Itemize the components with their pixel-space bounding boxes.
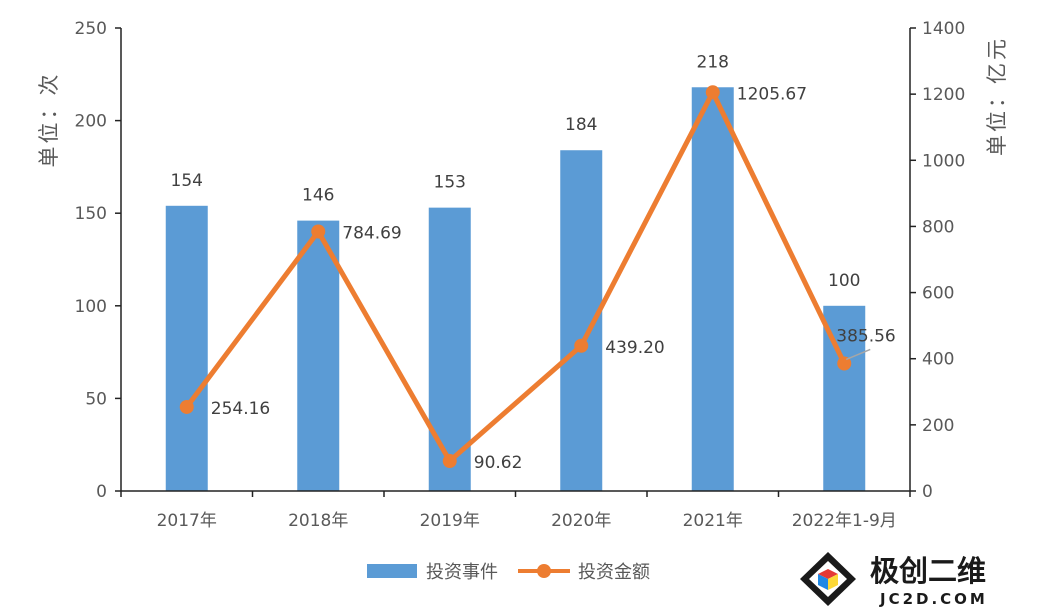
right-axis-tick-label: 1200	[922, 85, 965, 105]
line-point	[574, 338, 589, 353]
logo-name: 极创二维	[870, 554, 986, 588]
legend-label-bars: 投资事件	[426, 562, 498, 583]
legend-bar-swatch	[367, 564, 417, 578]
bar-data-label: 146	[302, 186, 334, 206]
right-axis-tick-label: 1000	[922, 151, 965, 171]
bar-data-label: 153	[434, 173, 466, 193]
x-axis-category-label: 2019年	[420, 511, 480, 531]
line-data-label: 784.69	[342, 223, 401, 243]
x-axis-category-label: 2018年	[288, 511, 348, 531]
x-axis-category-label: 2021年	[683, 511, 743, 531]
left-axis-tick-label: 200	[75, 112, 107, 132]
left-axis-tick-label: 50	[85, 389, 107, 409]
line-data-label: 1205.67	[737, 84, 807, 104]
line-data-label: 439.20	[605, 338, 664, 358]
right-axis-tick-label: 600	[922, 284, 954, 304]
right-axis-tick-label: 400	[922, 350, 954, 370]
label-leader-line	[845, 348, 871, 361]
logo-domain: JC2D.COM	[879, 590, 988, 608]
legend-line-marker	[537, 564, 551, 578]
bar-data-label: 184	[565, 115, 597, 135]
right-axis-tick-label: 800	[922, 217, 954, 237]
right-axis-tick-label: 1400	[922, 19, 965, 39]
x-axis-category-label: 2022年1-9月	[792, 511, 897, 531]
bar-data-label: 218	[697, 52, 729, 72]
bar	[165, 205, 208, 492]
left-axis-tick-label: 0	[96, 482, 107, 502]
right-axis-title: 单位：亿元	[985, 36, 1009, 156]
jc2d-logo: 极创二维 JC2D.COM	[800, 552, 988, 608]
line-point	[705, 85, 720, 100]
line-point	[442, 454, 457, 469]
line-data-label: 254.16	[211, 399, 270, 419]
line-data-label: 385.56	[836, 326, 895, 346]
line-point	[837, 356, 852, 371]
line-point	[311, 224, 326, 239]
x-axis-category-label: 2017年	[157, 511, 217, 531]
right-axis-tick-label: 0	[922, 482, 933, 502]
bar	[297, 220, 340, 491]
right-axis-tick-label: 200	[922, 416, 954, 436]
bar	[428, 207, 471, 492]
bar-data-label: 100	[828, 271, 860, 291]
left-axis-tick-label: 100	[75, 297, 107, 317]
line-series-path	[184, 89, 847, 464]
logo-diamond-icon	[800, 552, 856, 606]
left-axis-title: 单位：次	[37, 72, 61, 168]
line-data-label: 90.62	[474, 453, 523, 473]
x-axis-category-label: 2020年	[551, 511, 611, 531]
left-axis-tick-label: 150	[75, 204, 107, 224]
left-axis-tick-label: 250	[75, 19, 107, 39]
legend-label-line: 投资金额	[578, 562, 650, 583]
line-point	[179, 399, 194, 414]
bar-data-label: 154	[171, 171, 203, 191]
bar	[691, 87, 734, 491]
